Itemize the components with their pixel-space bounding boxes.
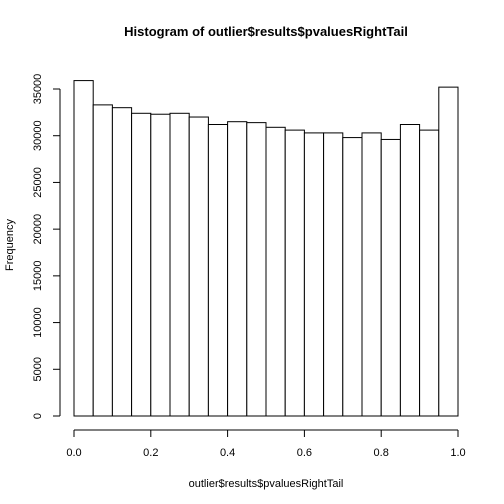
x-tick-label: 0.6: [297, 447, 312, 459]
histogram-bar: [73, 80, 94, 417]
histogram-bar: [342, 137, 363, 417]
y-axis: 0 5000 10000 15000 20000 25000 30000 35000: [32, 74, 61, 419]
histogram-bar: [380, 138, 401, 417]
y-tick-label: 35000: [32, 74, 44, 105]
histogram-bar: [131, 112, 152, 417]
bars-group: [73, 80, 459, 417]
histogram-bar: [399, 124, 421, 417]
y-tick-label: 25000: [32, 167, 44, 198]
y-axis-label: Frequency: [4, 219, 16, 271]
chart-title: Histogram of outlier$results$pvaluesRigh…: [124, 24, 408, 39]
histogram-bar: [111, 107, 133, 417]
x-tick-label: 0.0: [66, 447, 81, 459]
histogram-bar: [303, 132, 325, 417]
histogram-bar: [438, 86, 459, 417]
histogram-bar: [92, 104, 113, 417]
x-axis-label: outlier$results$pvaluesRightTail: [189, 478, 344, 490]
histogram-bar: [227, 121, 248, 417]
x-tick-label: 0.4: [220, 447, 235, 459]
histogram-bar: [207, 124, 229, 417]
y-tick-label: 5000: [32, 357, 44, 381]
y-tick-label: 10000: [32, 307, 44, 338]
histogram-bar: [323, 132, 344, 417]
histogram-bar: [419, 129, 440, 417]
x-tick-label: 1.0: [450, 447, 465, 459]
y-tick-label: 30000: [32, 120, 44, 151]
histogram-bar: [284, 129, 305, 417]
y-tick-label: 15000: [32, 261, 44, 292]
histogram-bar: [265, 126, 286, 417]
histogram-bar: [246, 122, 267, 417]
histogram-bar: [169, 112, 190, 417]
y-tick-label: 0: [32, 413, 44, 419]
x-tick-label: 0.8: [374, 447, 389, 459]
histogram-bar: [150, 113, 171, 417]
histogram-bar: [188, 116, 209, 417]
y-tick-label: 20000: [32, 214, 44, 245]
x-axis: 0.0 0.2 0.4 0.6 0.8 1.0: [66, 429, 466, 459]
x-tick-label: 0.2: [143, 447, 158, 459]
histogram-bar: [361, 132, 382, 417]
